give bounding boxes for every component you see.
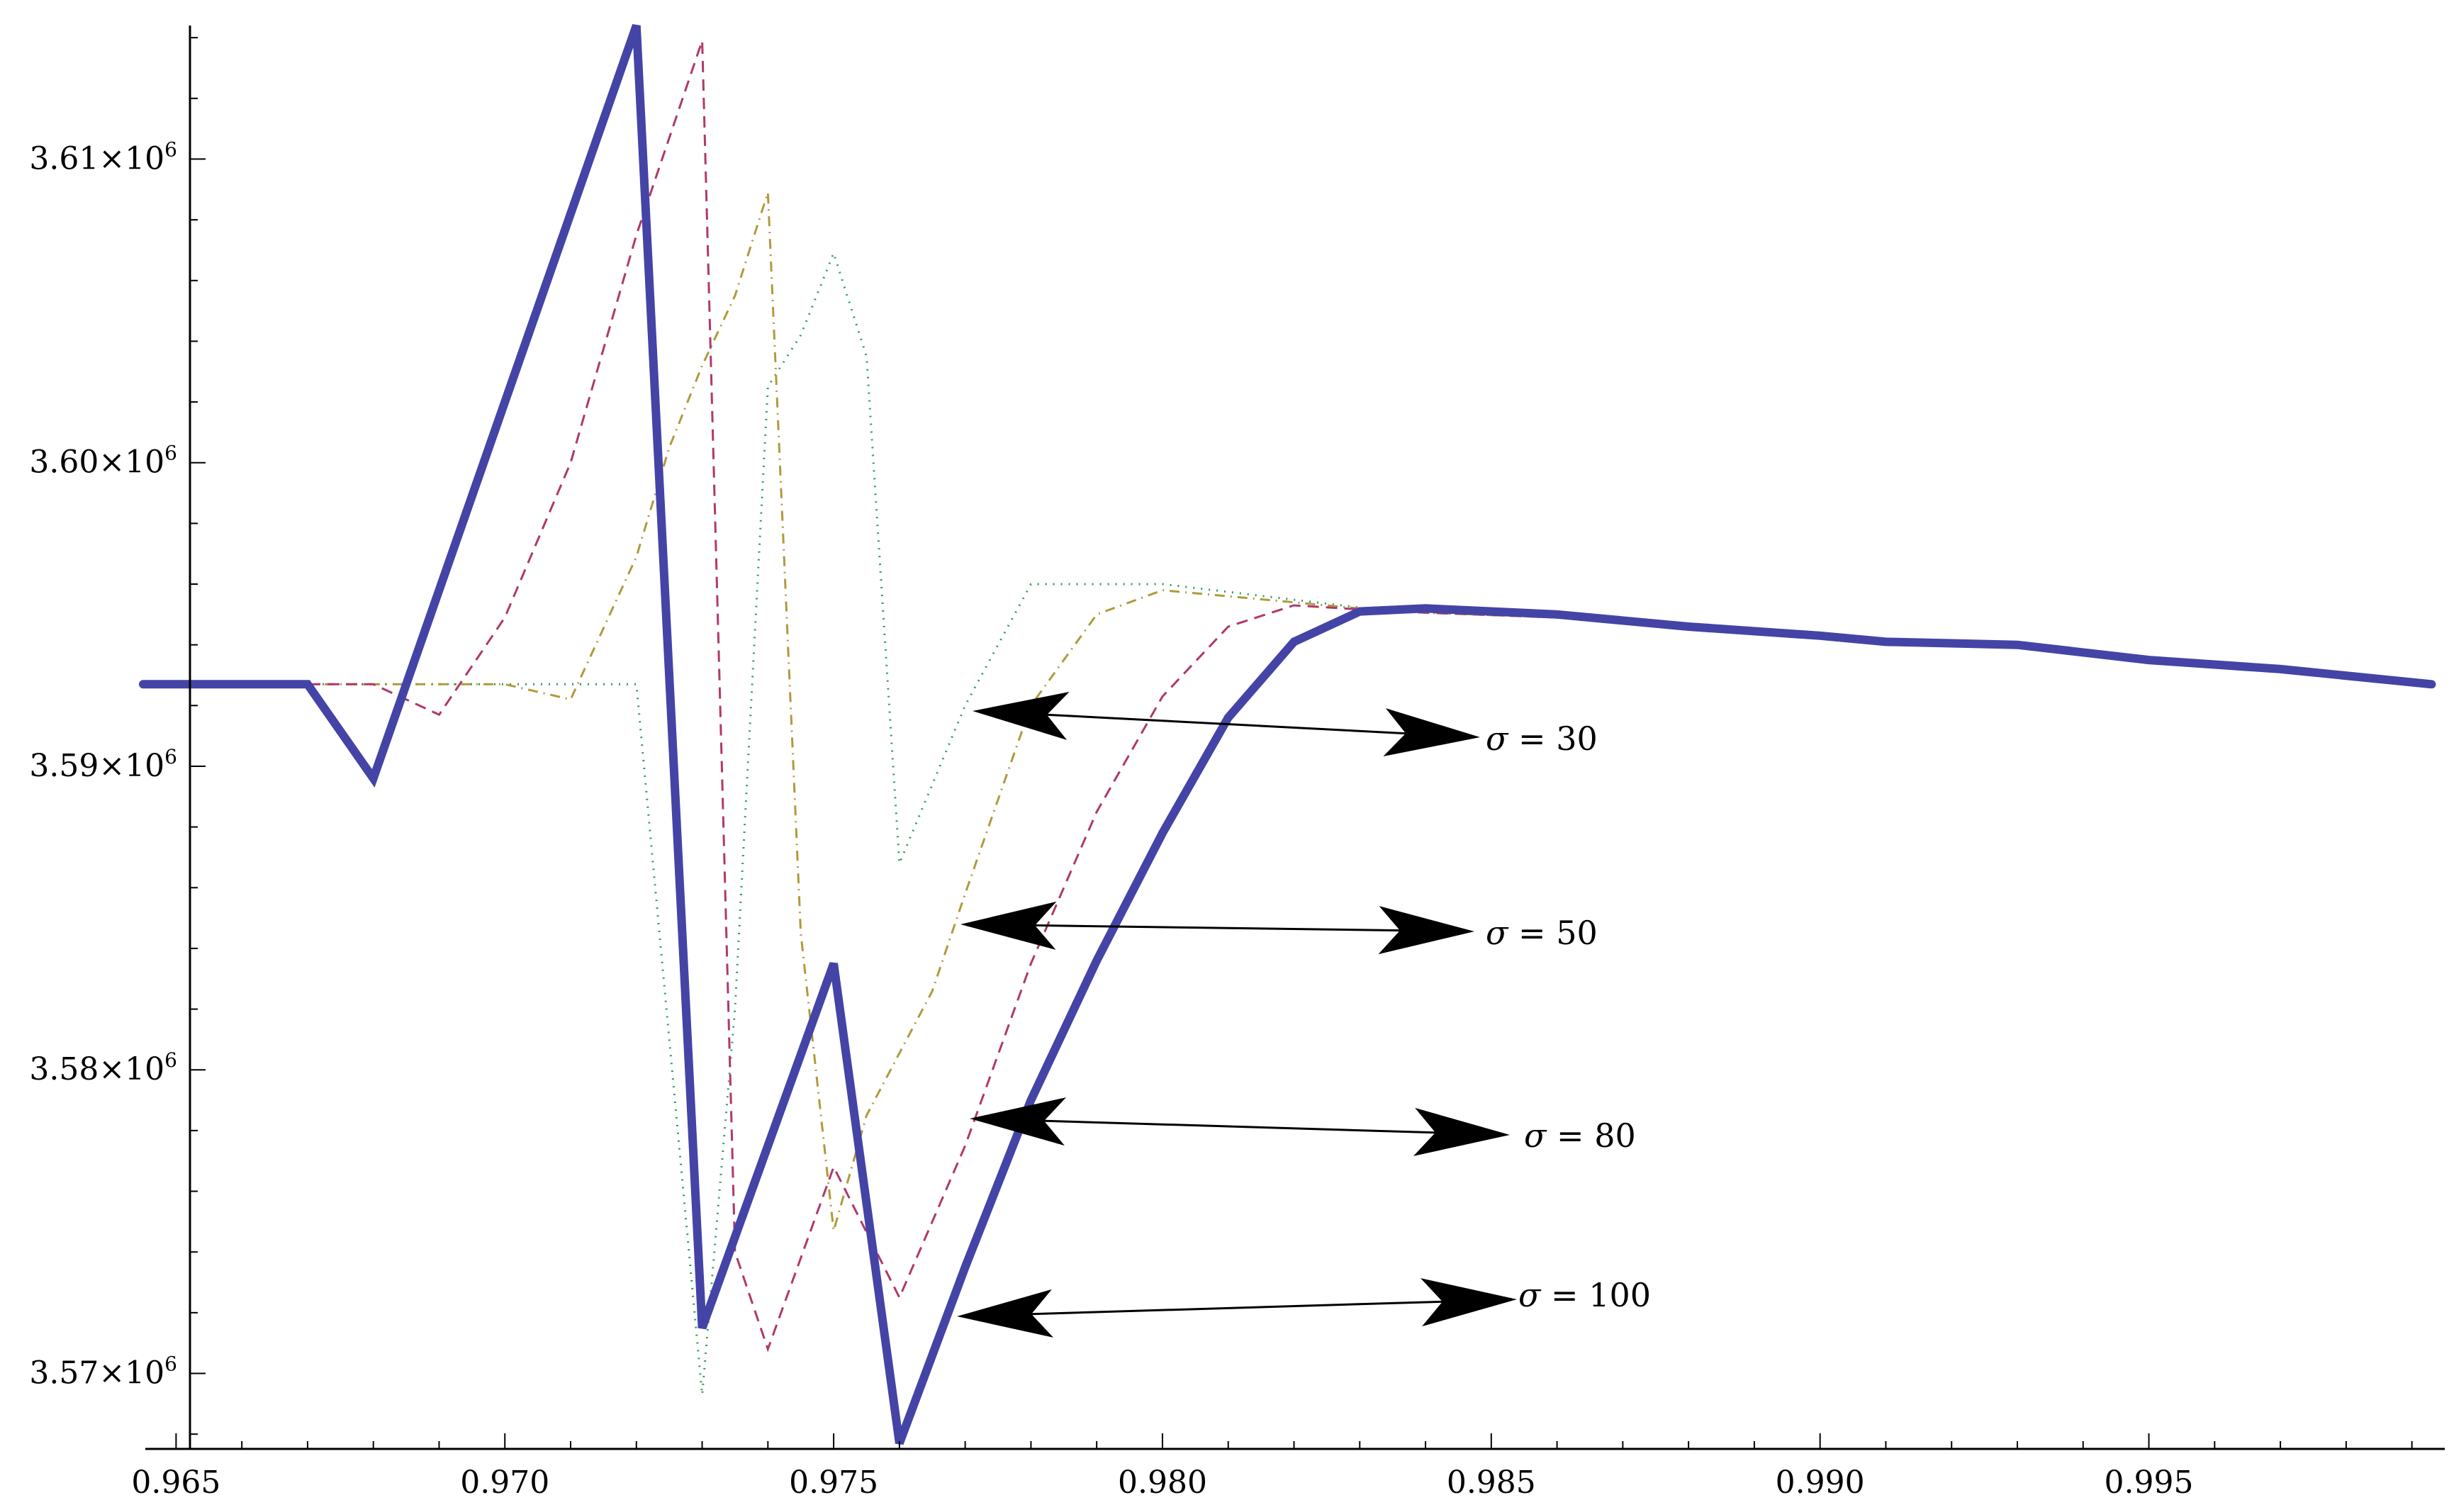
x-tick-label: 0.985 [1447, 1465, 1536, 1501]
x-tick-label: 0.995 [2105, 1465, 2194, 1501]
x-tick-label: 0.965 [131, 1465, 220, 1501]
x-tick-label: 0.970 [460, 1465, 549, 1501]
sigma-annotation-3: σ = 80 [970, 1097, 1636, 1156]
sigma-label: σ = 100 [1518, 1276, 1651, 1314]
x-tick-label: 0.990 [1776, 1465, 1865, 1501]
series-line-4 [139, 24, 2436, 1445]
sigma-label: σ = 30 [1486, 719, 1598, 758]
arrow-shaft [1012, 1119, 1468, 1135]
arrow-head-left [970, 1097, 1066, 1146]
arrow-head-left [960, 901, 1057, 950]
arrow-shaft [1002, 924, 1433, 932]
series-layer [139, 24, 2436, 1445]
sigma-annotation-1: σ = 30 [973, 692, 1598, 758]
x-tick-label: 0.975 [789, 1465, 878, 1501]
y-tick-label: 3.60×106 [29, 442, 177, 481]
arrow-head-right [1413, 1107, 1510, 1156]
arrow-head-left [957, 1289, 1053, 1338]
arrow-shaft [999, 1299, 1475, 1316]
y-tick-label: 3.58×106 [29, 1048, 177, 1087]
arrow-head-right [1383, 708, 1480, 756]
y-tick-label: 3.61×106 [29, 138, 177, 177]
arrow-head-right [1378, 906, 1474, 955]
series-line-2 [143, 192, 2432, 1231]
x-tick-label: 0.980 [1118, 1465, 1207, 1501]
arrow-shaft [1014, 712, 1438, 737]
series-line-3 [143, 40, 2432, 1353]
axes: 0.965 0.970 0.975 0.980 0.985 0.990 0.995 3.57×… [29, 26, 2445, 1501]
annotation-layer: σ = 30 σ = 50 σ = 80 σ = 100 [957, 692, 1651, 1338]
y-tick-label: 3.59×106 [29, 745, 177, 784]
y-tick-label: 3.57×106 [29, 1352, 177, 1391]
sigma-annotation-4: σ = 100 [957, 1276, 1651, 1338]
sigma-label: σ = 80 [1524, 1116, 1636, 1155]
series-line-1 [143, 250, 2432, 1395]
sigma-annotation-2: σ = 50 [960, 901, 1598, 955]
arrow-head-left [973, 692, 1070, 740]
sigma-label: σ = 50 [1486, 914, 1598, 952]
arrow-head-right [1421, 1278, 1517, 1327]
